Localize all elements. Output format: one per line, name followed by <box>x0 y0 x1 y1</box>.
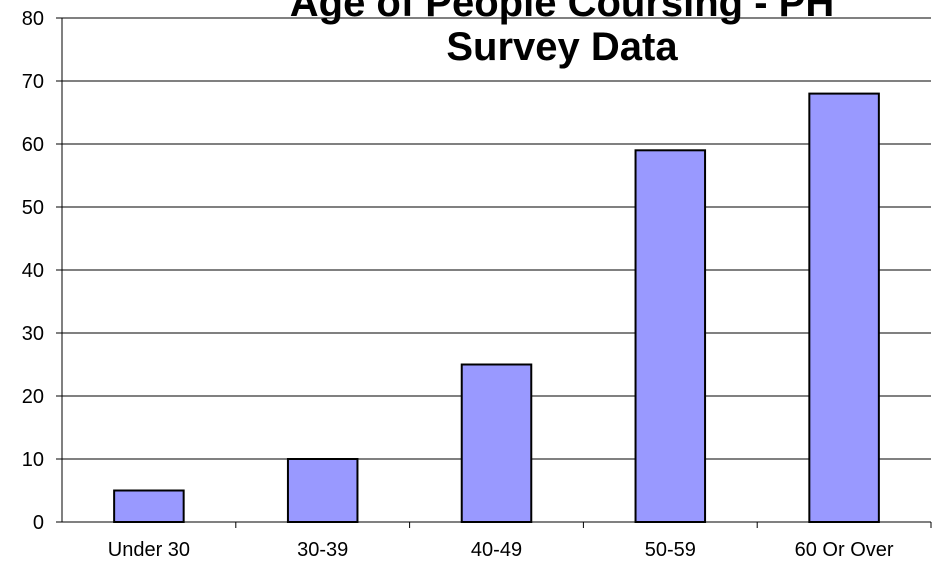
y-tick-label: 20 <box>22 386 44 408</box>
x-axis-ticks: Under 30 30-39 40-49 50-59 60 Or Over <box>108 522 932 561</box>
x-tick-label: 60 Or Over <box>795 539 894 561</box>
x-tick-label: 30-39 <box>297 539 348 561</box>
y-axis-ticks: 0 10 20 30 40 50 60 70 80 <box>22 8 62 534</box>
y-tick-label: 0 <box>33 512 44 534</box>
chart-title-line-1: Age of People Coursing - PH <box>290 0 834 25</box>
y-tick-label: 60 <box>22 134 44 156</box>
bar-2 <box>286 458 359 523</box>
bar-5 <box>808 92 880 523</box>
x-tick-label: 40-49 <box>471 539 522 561</box>
y-tick-label: 10 <box>22 449 44 471</box>
x-tick-label: Under 30 <box>108 539 190 561</box>
chart-title-line-2: Survey Data <box>446 25 678 69</box>
y-tick-label: 70 <box>22 71 44 93</box>
y-tick-label: 50 <box>22 197 44 219</box>
x-tick-label: 50-59 <box>645 539 696 561</box>
y-tick-label: 40 <box>22 260 44 282</box>
y-tick-label: 30 <box>22 323 44 345</box>
y-tick-label: 80 <box>22 8 44 30</box>
bar-3 <box>460 363 533 523</box>
bar-1 <box>113 489 185 523</box>
bars <box>113 92 880 524</box>
gridlines <box>62 17 931 460</box>
bar-4 <box>634 149 707 524</box>
